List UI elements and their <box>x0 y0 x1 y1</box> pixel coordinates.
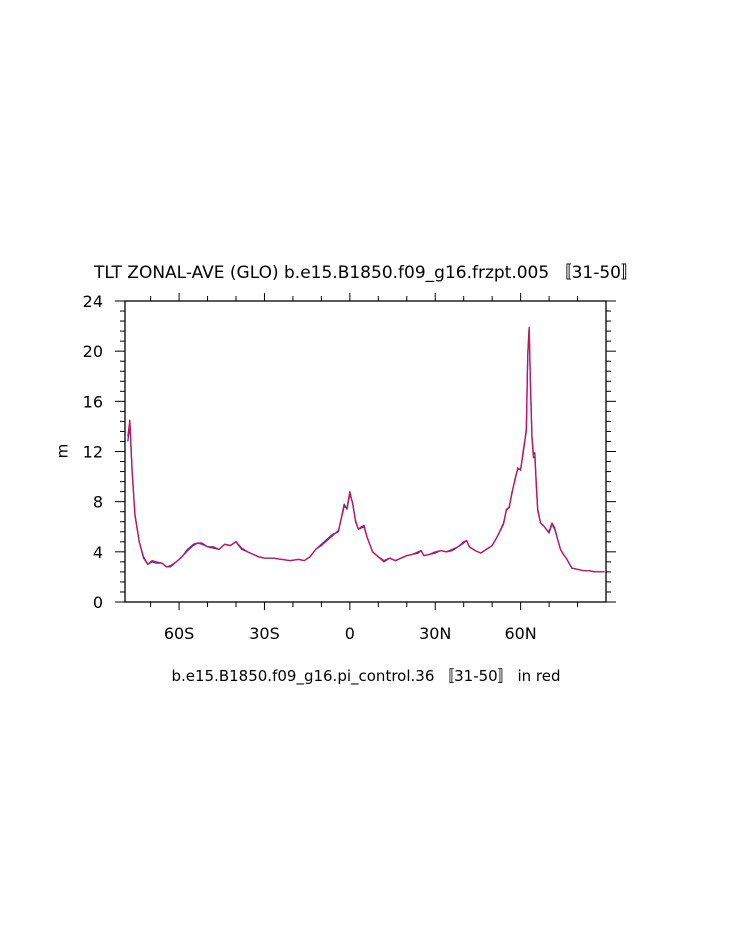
y-tick-label: 16 <box>83 392 103 411</box>
y-tick-label: 0 <box>93 593 103 612</box>
x-tick-label: 0 <box>345 624 355 643</box>
y-tick-label: 24 <box>83 292 103 311</box>
y-tick-label: 12 <box>83 443 103 462</box>
x-tick-label: 30N <box>419 624 451 643</box>
y-tick-label: 4 <box>93 543 103 562</box>
axis-ticks <box>115 293 616 610</box>
x-tick-label: 60S <box>164 624 195 643</box>
y-axis-label: m <box>54 444 72 459</box>
x-tick-label: 60N <box>504 624 536 643</box>
x-tick-label: 30S <box>249 624 280 643</box>
chart-subtitle: b.e15.B1850.f09_g16.pi_control.36 〚31-50… <box>171 667 560 686</box>
y-tick-label: 8 <box>93 493 103 512</box>
x-tick-labels: 60S 30S 0 30N 60N <box>164 624 537 643</box>
series-lines <box>127 326 605 573</box>
series-line-pi-control <box>127 326 605 573</box>
y-tick-labels: 0 4 8 12 16 20 24 <box>83 292 103 612</box>
y-tick-label: 20 <box>83 342 103 361</box>
chart-title: TLT ZONAL-AVE (GLO) b.e15.B1850.f09_g16.… <box>93 263 638 283</box>
